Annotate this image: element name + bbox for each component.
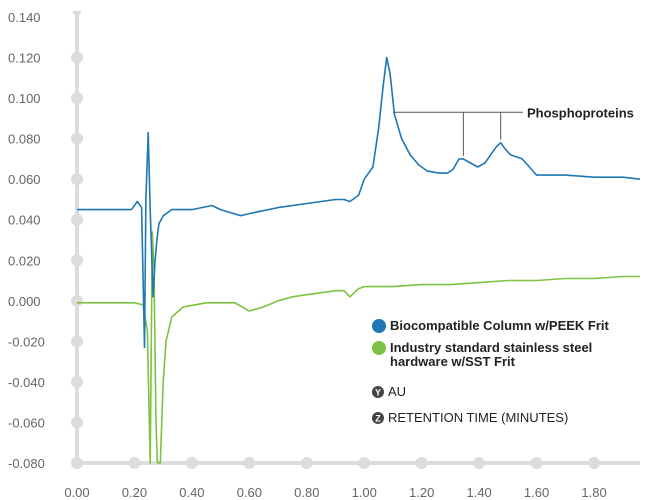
legend-label: AU bbox=[388, 384, 406, 399]
y-tick-dot bbox=[71, 416, 83, 429]
y-tick-label: 0.120 bbox=[8, 51, 41, 66]
x-tick-label: 1.00 bbox=[352, 485, 377, 500]
legend-badge-letter: Y bbox=[375, 388, 381, 398]
x-tick-dot bbox=[415, 457, 428, 469]
legend-swatch bbox=[372, 341, 386, 355]
y-tick-label: 0.100 bbox=[8, 91, 41, 106]
x-tick-dot bbox=[128, 457, 141, 469]
y-tick-dot bbox=[71, 173, 83, 186]
x-tick-label: 0.40 bbox=[179, 485, 204, 500]
x-tick-dot bbox=[588, 457, 601, 469]
y-ticks: 0.140 0.120 0.100 0.080 0.060 0.040 0.020 0.000… bbox=[8, 10, 83, 471]
y-tick-label: -0.040 bbox=[8, 375, 45, 390]
x-tick-dot bbox=[358, 457, 371, 469]
y-tick-dot bbox=[71, 254, 83, 267]
x-tick-label: 0.80 bbox=[294, 485, 319, 500]
legend-swatch bbox=[372, 319, 386, 333]
y-tick-label: 0.000 bbox=[8, 294, 41, 309]
x-tick-dot bbox=[185, 457, 198, 469]
y-tick-label: -0.020 bbox=[8, 334, 45, 349]
y-tick-dot bbox=[71, 213, 83, 226]
x-tick-label: 0.20 bbox=[122, 485, 147, 500]
legend: Biocompatible Column w/PEEK Frit Industry… bbox=[372, 318, 610, 425]
series-group bbox=[77, 56, 641, 464]
y-tick-label: 0.060 bbox=[8, 172, 41, 187]
y-tick-label: -0.080 bbox=[8, 456, 45, 471]
phosphoproteins-annotation: Phosphoproteins bbox=[392, 105, 634, 156]
y-axis-arrow bbox=[72, 11, 82, 19]
y-tick-label: -0.060 bbox=[8, 415, 45, 430]
y-tick-label: 0.080 bbox=[8, 132, 41, 147]
legend-label: Biocompatible Column w/PEEK Frit bbox=[390, 318, 610, 333]
x-tick-label: 0.00 bbox=[64, 485, 89, 500]
legend-entry: Y AU bbox=[372, 384, 406, 399]
legend-badge-letter: Z bbox=[375, 414, 381, 424]
legend-label: Industry standard stainless steel bbox=[390, 340, 592, 355]
y-tick-label: 0.020 bbox=[8, 253, 41, 268]
x-tick-label: 1.80 bbox=[581, 485, 606, 500]
y-tick-dot bbox=[71, 132, 83, 145]
x-tick-label: 0.60 bbox=[237, 485, 262, 500]
x-tick-label: 1.40 bbox=[466, 485, 491, 500]
y-tick-dot bbox=[71, 51, 83, 64]
legend-badge-icon bbox=[372, 412, 384, 424]
y-tick-dot bbox=[71, 294, 83, 307]
series-line-peek bbox=[77, 56, 641, 349]
y-tick-label: 0.040 bbox=[8, 213, 41, 228]
x-ticks: 0.00 0.20 0.40 0.60 0.80 1.00 1.20 1.40 1.60 1.80 bbox=[64, 457, 607, 500]
annotation-label: Phosphoproteins bbox=[527, 105, 634, 120]
legend-entry: Biocompatible Column w/PEEK Frit bbox=[372, 318, 610, 333]
x-tick-label: 1.60 bbox=[524, 485, 549, 500]
legend-label: hardware w/SST Frit bbox=[390, 354, 516, 369]
legend-badge-icon bbox=[372, 386, 384, 398]
y-tick-dot bbox=[71, 92, 83, 105]
x-tick-dot bbox=[243, 457, 256, 469]
x-tick-label: 1.20 bbox=[409, 485, 434, 500]
y-tick-dot bbox=[71, 335, 83, 348]
y-tick-label: 0.140 bbox=[8, 10, 41, 25]
y-tick-dot bbox=[71, 375, 83, 388]
x-tick-dot bbox=[473, 457, 486, 469]
legend-entry: Industry standard stainless steelhardwar… bbox=[372, 340, 592, 369]
y-tick-dot bbox=[71, 457, 83, 469]
x-tick-dot bbox=[300, 457, 313, 469]
legend-entry: Z RETENTION TIME (MINUTES) bbox=[372, 410, 568, 425]
legend-label: RETENTION TIME (MINUTES) bbox=[388, 410, 568, 425]
x-tick-dot bbox=[530, 457, 543, 469]
series-line-sst bbox=[77, 231, 640, 464]
